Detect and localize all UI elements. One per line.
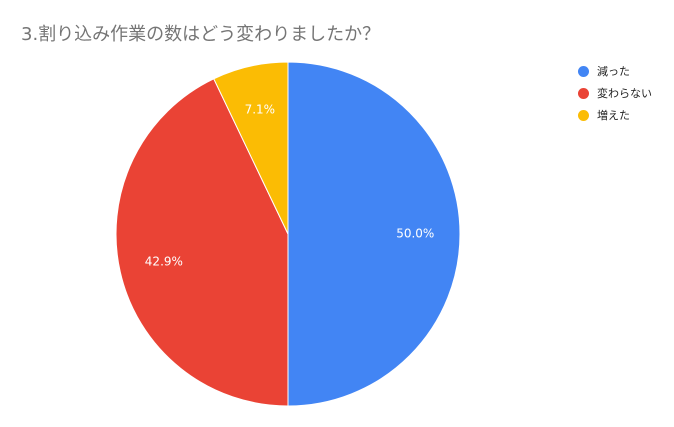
chart-legend: 減った 変わらない 増えた [578, 60, 652, 126]
legend-label-unchanged: 変わらない [597, 87, 652, 100]
legend-item-unchanged[interactable]: 変わらない [578, 82, 652, 104]
legend-swatch-unchanged [578, 87, 589, 99]
pie-slice-decreased[interactable] [287, 61, 461, 407]
slice-data-label-decreased: 50.0% [396, 227, 434, 241]
slice-data-label-increased: 7.1% [245, 102, 276, 116]
chart-title: 3.割り込み作業の数はどう変わりましたか？ [21, 24, 381, 45]
pie-slice-unchanged[interactable] [115, 78, 289, 407]
slice-data-label-unchanged: 42.9% [145, 255, 183, 269]
legend-swatch-increased [578, 109, 589, 121]
legend-label-decreased: 減った [597, 65, 630, 78]
legend-item-decreased[interactable]: 減った [578, 60, 652, 82]
legend-item-increased[interactable]: 増えた [578, 104, 652, 126]
legend-swatch-decreased [578, 65, 589, 77]
pie-slice-increased[interactable] [213, 61, 289, 235]
legend-label-increased: 増えた [597, 109, 630, 122]
